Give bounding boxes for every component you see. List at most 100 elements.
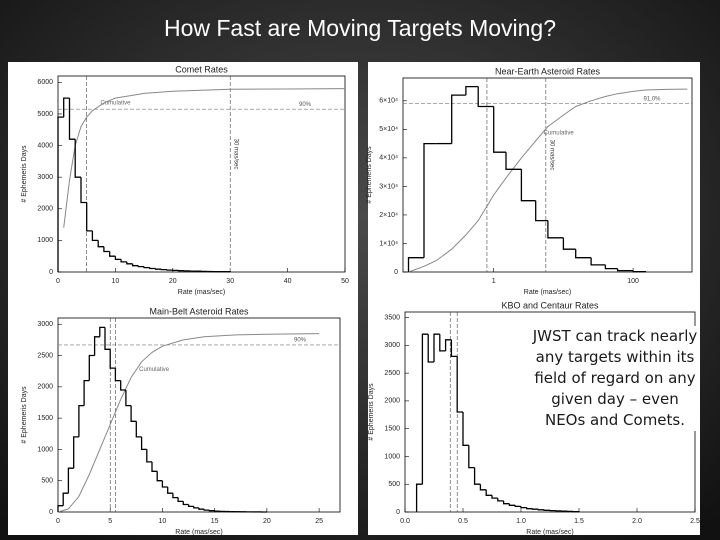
- x-tick-label: 25: [315, 518, 323, 525]
- y-tick-label: 1×10⁴: [379, 240, 398, 247]
- histogram-bin: [114, 256, 122, 261]
- histogram-bin: [198, 507, 205, 510]
- y-tick-label: 1000: [37, 237, 53, 244]
- reference-label: 30 mas/sec: [233, 139, 239, 170]
- x-tick-label: 2.0: [632, 518, 642, 525]
- histogram-bin: [103, 246, 110, 253]
- x-tick-label: 20: [263, 518, 271, 525]
- histogram-bin: [508, 503, 516, 506]
- x-axis-label: Rate (mas/sec): [178, 289, 225, 296]
- histogram-bin: [537, 509, 545, 511]
- histogram-bin: [80, 177, 87, 204]
- plot-frame: [402, 77, 693, 273]
- histogram-bin: [143, 266, 150, 269]
- reference-label: 90%: [294, 337, 307, 343]
- histogram-bin: [572, 511, 580, 513]
- histogram-bin: [520, 506, 527, 509]
- series-label: Cumulative: [544, 130, 575, 136]
- y-tick-label: 2000: [37, 384, 53, 391]
- histogram-bin: [616, 268, 634, 272]
- y-tick-label: 2500: [384, 370, 400, 377]
- reference-label: 91.0%: [643, 96, 661, 102]
- histogram-bin: [131, 263, 139, 267]
- histogram-bin: [78, 404, 85, 437]
- x-axis-label: Rate (mas/sec): [526, 529, 573, 536]
- y-tick-label: 3000: [37, 321, 53, 328]
- histogram-bin: [149, 267, 156, 270]
- histogram-bin: [68, 98, 76, 140]
- histogram-bin: [120, 259, 127, 263]
- histogram-bin: [632, 270, 647, 273]
- histogram-bin: [427, 334, 434, 363]
- histogram-bin: [63, 97, 70, 118]
- chart-title: Comet Rates: [175, 64, 228, 74]
- histogram-bin: [208, 510, 215, 512]
- histogram-bin: [97, 240, 104, 248]
- chart-title: Main-Belt Asteroid Rates: [149, 306, 249, 316]
- histogram-bin: [451, 94, 466, 144]
- histogram-bin: [146, 449, 152, 463]
- histogram-bin: [468, 445, 475, 469]
- cumulative-line: [408, 88, 688, 273]
- histogram-bin: [531, 508, 539, 510]
- y-tick-label: 0: [396, 509, 400, 516]
- panel: [8, 62, 358, 300]
- histogram-bin: [88, 354, 95, 381]
- y-tick-label: 5000: [37, 111, 53, 118]
- series-label: Cumulative: [100, 100, 131, 106]
- histogram-bin: [497, 498, 504, 502]
- y-tick-label: 4×10⁴: [379, 155, 398, 162]
- histogram-bin: [99, 326, 105, 337]
- y-tick-label: 2000: [37, 206, 53, 213]
- histogram-bin: [590, 257, 606, 266]
- histogram-bin: [166, 269, 173, 271]
- x-tick-label: 30: [226, 278, 234, 285]
- histogram-bin: [130, 405, 137, 422]
- histogram-bin: [543, 509, 550, 511]
- histogram-bin: [575, 249, 592, 259]
- histogram-bin: [433, 333, 440, 362]
- x-tick-label: 0.5: [458, 518, 468, 525]
- series-label: Cumulative: [139, 367, 170, 373]
- y-tick-label: 500: [388, 481, 400, 488]
- note: JWST can track nearly any targets within…: [532, 326, 698, 431]
- reference-label: 90%: [299, 102, 312, 108]
- y-tick-label: 6000: [37, 79, 53, 86]
- x-tick-label: 1.5: [574, 518, 584, 525]
- histogram-bin: [502, 500, 510, 505]
- histogram-bin: [514, 505, 521, 508]
- histogram-bin: [473, 467, 481, 485]
- y-tick-label: 5×10⁴: [379, 126, 398, 133]
- histogram-bin: [156, 471, 163, 482]
- y-tick-label: 1500: [37, 415, 53, 422]
- x-tick-label: 1.0: [516, 518, 526, 525]
- slide-title: How Fast are Moving Targets Moving?: [164, 15, 556, 41]
- histogram-bin: [126, 261, 133, 265]
- histogram-bin: [57, 116, 64, 272]
- y-tick-label: 6×10⁴: [379, 98, 398, 105]
- histogram-bin: [491, 495, 498, 499]
- panel: [8, 300, 358, 535]
- x-tick-label: 0.0: [400, 518, 410, 525]
- x-axis-label: Rate (mas/sec): [175, 529, 222, 536]
- histogram-bin: [493, 106, 506, 153]
- y-tick-label: 3000: [37, 174, 53, 181]
- x-tick-label: 1: [492, 278, 496, 285]
- histogram-bin: [137, 265, 145, 268]
- x-tick-label: 50: [341, 278, 349, 285]
- histogram-bin: [505, 152, 522, 170]
- y-tick-label: 3500: [384, 314, 400, 321]
- histogram-bin: [109, 349, 116, 369]
- histogram-bin: [74, 139, 81, 178]
- y-axis-label: # Ephemeris Days: [21, 145, 28, 203]
- y-axis-label: # Ephemeris Days: [368, 383, 375, 441]
- histogram-bin: [114, 368, 121, 382]
- y-tick-label: 0: [394, 269, 398, 276]
- histogram-bin: [120, 380, 126, 391]
- histogram-bin: [151, 461, 158, 472]
- histogram-bin: [485, 489, 492, 496]
- cumulative-line: [57, 333, 320, 513]
- y-tick-label: 1000: [384, 453, 400, 460]
- histogram-bin: [479, 484, 487, 491]
- y-tick-label: 4000: [37, 142, 53, 149]
